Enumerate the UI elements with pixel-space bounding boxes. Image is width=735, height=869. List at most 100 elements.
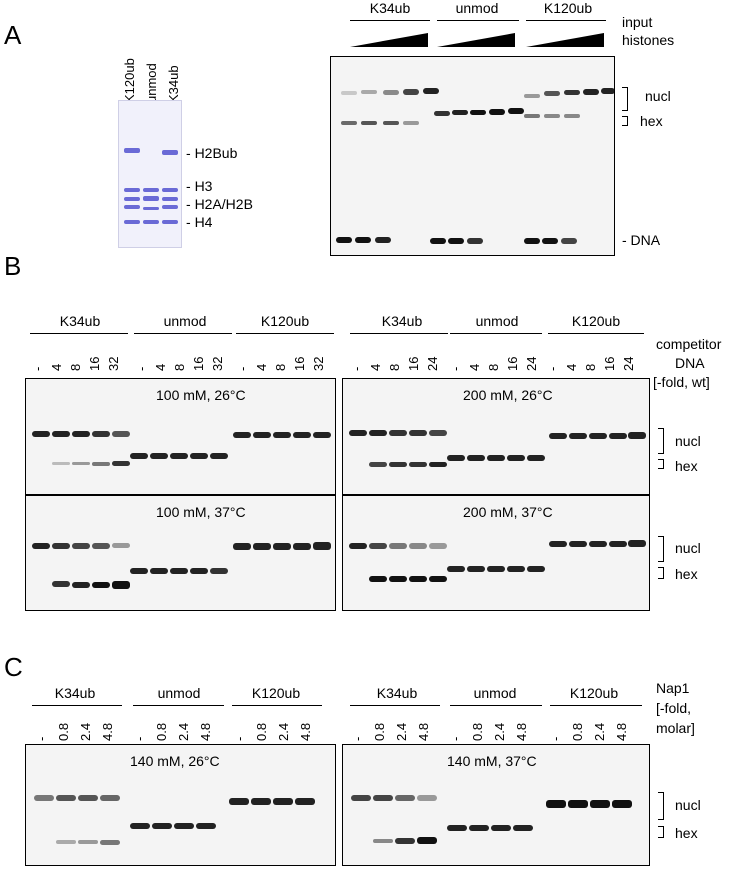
- group-line: [30, 333, 128, 334]
- histones-label: histones: [622, 32, 675, 48]
- panel-a-letter: A: [4, 20, 22, 50]
- lane-label: 2.4: [176, 722, 191, 741]
- group-label: unmod: [157, 685, 201, 701]
- lane-label: -: [349, 366, 364, 371]
- nap1-molar-label: molar]: [656, 720, 695, 736]
- nucl-bracket: [658, 428, 664, 454]
- lane-label: 0.8: [154, 722, 169, 741]
- panel-c-letter: C: [4, 652, 23, 682]
- gel-c-left: 140 mM, 26°C: [25, 744, 336, 866]
- nucl-bracket: [658, 792, 664, 820]
- group-line: [32, 705, 122, 706]
- lane-label: 4.8: [298, 722, 313, 741]
- lane-label: -: [448, 366, 463, 371]
- lane-label: 32: [311, 356, 326, 371]
- lane-label: 0.8: [56, 722, 71, 741]
- lane-label: -: [545, 366, 560, 371]
- lane-label: 16: [406, 356, 421, 371]
- group-label: unmod: [473, 685, 517, 701]
- condition-label: 200 mM, 37°C: [463, 504, 553, 520]
- lane-label: -: [134, 366, 149, 371]
- lane-label: 4: [368, 363, 383, 371]
- hex-bracket: [658, 459, 664, 469]
- group-label: unmod: [455, 0, 499, 16]
- lane-label: 8: [273, 363, 288, 371]
- condition-label: 140 mM, 37°C: [447, 753, 537, 769]
- lane-label: 16: [87, 356, 102, 371]
- group-line: [548, 333, 644, 334]
- gel-c-right: 140 mM, 37°C: [342, 744, 650, 866]
- competitor-dna-label: DNA: [675, 355, 705, 371]
- group-line: [232, 705, 322, 706]
- band-label-h4: - H4: [186, 214, 213, 230]
- group-label: K120ub: [571, 313, 621, 329]
- nap1-label: Nap1: [656, 680, 690, 696]
- lane-label: 4.8: [514, 722, 529, 741]
- lane-label: 4.8: [614, 722, 629, 741]
- lane-label: -: [30, 366, 45, 371]
- group-label: K34ub: [54, 685, 96, 701]
- input-label: input: [622, 14, 653, 30]
- hex-label: hex: [675, 458, 698, 474]
- lane-label: 0.8: [372, 722, 387, 741]
- group-line: [236, 333, 334, 334]
- hex-label: hex: [675, 825, 698, 841]
- competitor-label: competitor: [656, 336, 722, 352]
- nucl-bracket: [658, 536, 664, 562]
- group-label: K120ub: [543, 0, 593, 16]
- competitor-fold-label: [-fold, wt]: [653, 374, 710, 390]
- group-line: [437, 20, 519, 21]
- lane-label: 16: [292, 356, 307, 371]
- panel-b-letter: B: [4, 251, 22, 281]
- lane-label: 24: [425, 356, 440, 371]
- lane-label: 2.4: [276, 722, 291, 741]
- hex-label: hex: [640, 113, 663, 129]
- lane-label: 8: [387, 363, 402, 371]
- hex-label: hex: [675, 566, 698, 582]
- lane-label: 2.4: [394, 722, 409, 741]
- band-label-h2bub: - H2Bub: [186, 145, 238, 161]
- group-label: K34ub: [59, 313, 101, 329]
- gel-b-right-bottom: 200 mM, 37°C: [342, 495, 650, 611]
- emsa-gel-a: [330, 56, 615, 256]
- group-label: K34ub: [376, 685, 418, 701]
- lane-label: 4: [564, 363, 579, 371]
- lane-label: 0.8: [570, 722, 585, 741]
- group-line: [134, 333, 232, 334]
- group-label: K120ub: [260, 313, 310, 329]
- lane-label: 16: [602, 356, 617, 371]
- group-label: unmod: [163, 313, 207, 329]
- lane-label: 24: [621, 356, 636, 371]
- lane-label: 8: [486, 363, 501, 371]
- condition-label: 140 mM, 26°C: [130, 753, 220, 769]
- group-line: [450, 705, 542, 706]
- lane-label: -: [34, 736, 49, 741]
- lane-label: 4: [467, 363, 482, 371]
- lane-label: 4: [153, 363, 168, 371]
- lane-label: 8: [583, 363, 598, 371]
- lane-label: 8: [68, 363, 83, 371]
- nucl-label: nucl: [675, 540, 701, 556]
- group-line: [450, 333, 542, 334]
- coomassie-lane-label: unmod: [144, 63, 159, 103]
- group-label: unmod: [475, 313, 519, 329]
- coomassie-lane-label: K120ub: [122, 58, 137, 103]
- lane-label: 4: [49, 363, 64, 371]
- group-line: [350, 705, 440, 706]
- lane-label: 24: [524, 356, 539, 371]
- group-label: K34ub: [369, 0, 411, 16]
- gel-b-right-top: 200 mM, 26°C: [342, 378, 650, 495]
- hex-bracket: [658, 567, 664, 579]
- lane-label: 2.4: [492, 722, 507, 741]
- lane-label: 4.8: [198, 722, 213, 741]
- hex-bracket: [658, 826, 664, 838]
- lane-label: 0.8: [254, 722, 269, 741]
- lane-label: -: [132, 736, 147, 741]
- group-line: [133, 705, 224, 706]
- lane-label: 8: [172, 363, 187, 371]
- lane-label: -: [235, 366, 250, 371]
- group-label: K120ub: [569, 685, 619, 701]
- group-label: K120ub: [251, 685, 301, 701]
- coomassie-gel: [118, 100, 182, 248]
- lane-label: -: [448, 736, 463, 741]
